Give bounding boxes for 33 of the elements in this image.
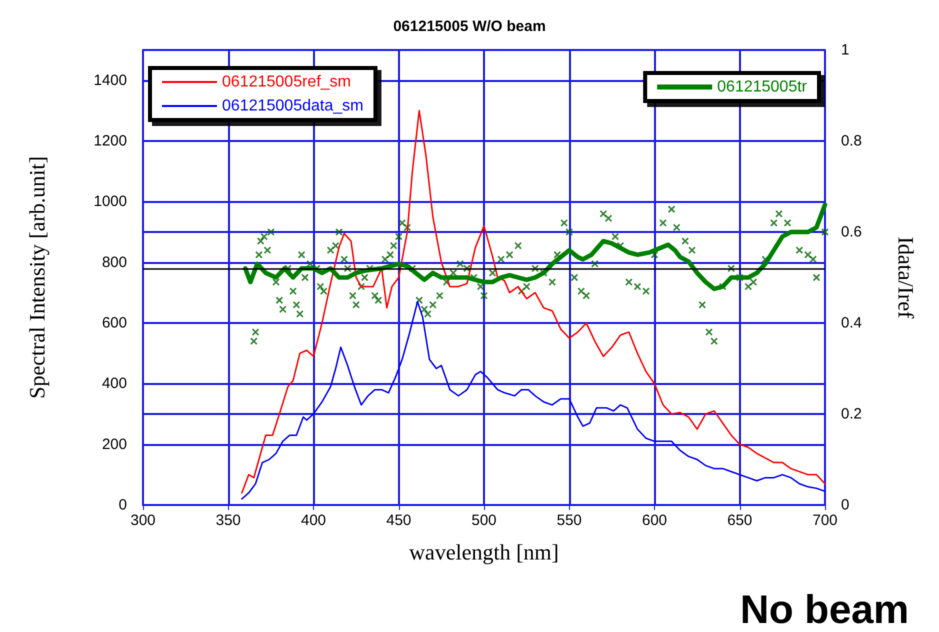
legend-label: 061215005data_sm: [222, 98, 364, 114]
y2-tick-label: 0.6: [841, 224, 862, 240]
text: No beam: [740, 588, 910, 632]
y2-tick-label: 1: [841, 42, 850, 58]
y-tick-label: 1200: [94, 132, 127, 150]
y-tick-label: 0: [118, 496, 127, 514]
y-tick-label: 1400: [94, 72, 127, 89]
y-tick-label: 400: [102, 375, 127, 392]
x-tick-label: 500: [471, 512, 497, 529]
legend-label: 061215005tr: [717, 78, 808, 96]
y2-tick-label: 0.4: [841, 314, 862, 332]
line-series: [241, 301, 826, 500]
x-tick-label: 700: [812, 512, 838, 529]
y-axis-title: Spectral Intensity [arb.unit]: [24, 156, 50, 399]
y2-axis-title: Idata/Iref: [894, 236, 918, 320]
chart-title: 061215005 W/O beam: [393, 18, 546, 35]
x-axis-title: wavelength [nm]: [409, 540, 559, 564]
legend-label: 061215005ref_sm: [222, 74, 351, 90]
x-tick-label: 550: [556, 512, 582, 529]
y-tick-label: 200: [102, 436, 127, 453]
x-tick-label: 450: [386, 512, 412, 529]
y2-tick-label: 0.2: [841, 406, 862, 422]
y-tick-label: 1000: [94, 193, 127, 210]
y-tick-label: 800: [102, 254, 127, 271]
line-series: [243, 202, 828, 292]
x-tick-label: 300: [130, 512, 156, 529]
x-tick-label: 600: [642, 512, 668, 529]
y2-tick-label: 0: [841, 496, 850, 514]
x-tick-label: 350: [216, 512, 241, 529]
x-tick-label: 650: [727, 512, 752, 529]
x-tick-label: 400: [300, 512, 326, 529]
y-tick-label: 600: [102, 314, 127, 332]
y2-tick-label: 0.8: [841, 132, 862, 150]
